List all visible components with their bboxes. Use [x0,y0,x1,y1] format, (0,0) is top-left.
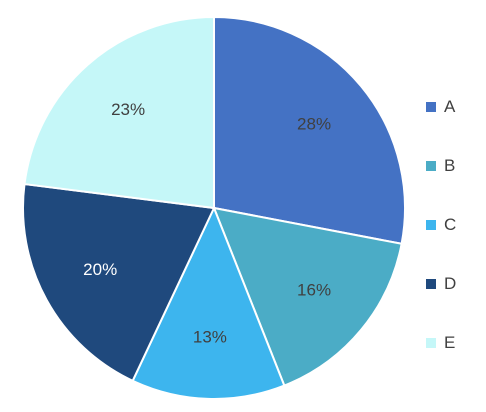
legend-label-c: C [444,215,457,234]
pie-slice-e [23,15,215,210]
legend-label-b: B [444,156,456,175]
legend-label-a: A [444,97,456,116]
legend-swatch-d [426,278,436,289]
legend-item-e: E [426,328,482,357]
data-label-c: 13% [193,327,227,346]
legend-label-d: D [444,274,457,293]
legend-item-b: B [426,151,482,180]
data-label-a: 28% [297,115,331,134]
legend: A B C D E [426,92,482,387]
legend-swatch-b [426,160,436,171]
legend-item-c: C [426,210,482,239]
legend-item-a: A [426,92,482,121]
pie-slice-a [213,15,406,245]
legend-swatch-a [426,101,436,112]
legend-swatch-c [426,219,436,230]
data-label-b: 16% [297,280,331,299]
legend-label-e: E [444,333,456,352]
pie-slice-c [131,205,286,400]
pie-slice-d [22,182,216,383]
legend-swatch-e [426,337,436,348]
data-label-e: 23% [111,100,145,119]
legend-item-d: D [426,269,482,298]
pie-slice-b [212,206,403,387]
data-label-d: 20% [83,260,117,279]
